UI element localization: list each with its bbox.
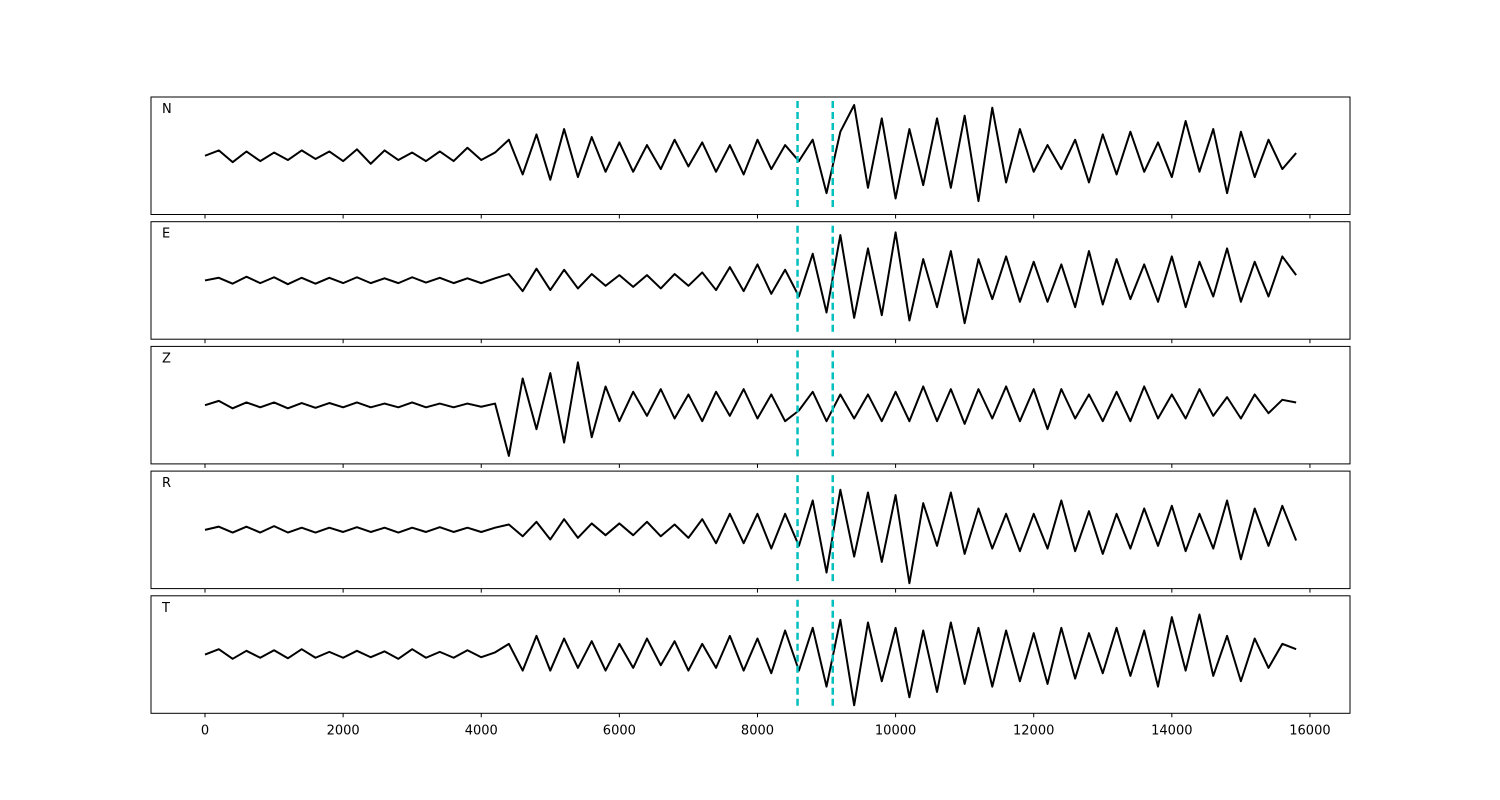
waveform bbox=[204, 488, 1298, 585]
panel-label: E bbox=[162, 227, 170, 242]
x-tick-label: 10000 bbox=[875, 723, 916, 738]
waveform bbox=[204, 613, 1297, 707]
x-tick-label: 12000 bbox=[1013, 723, 1054, 738]
panel-frame bbox=[150, 345, 1351, 465]
panel-label: Z bbox=[162, 351, 171, 366]
x-tick-label: 8000 bbox=[741, 723, 774, 738]
panel-frame bbox=[150, 470, 1351, 590]
waveform bbox=[204, 231, 1297, 325]
x-tick-label: 14000 bbox=[1151, 723, 1192, 738]
waveform bbox=[204, 104, 1297, 203]
x-tick-label: 0 bbox=[201, 723, 209, 738]
panel-label: T bbox=[161, 601, 170, 616]
x-tick-label: 6000 bbox=[603, 723, 636, 738]
panel-frame bbox=[150, 595, 1351, 714]
x-tick-label: 16000 bbox=[1289, 723, 1330, 738]
panel-frame bbox=[150, 96, 1351, 215]
x-tick-label: 2000 bbox=[327, 723, 360, 738]
panel-frame bbox=[150, 221, 1351, 340]
panel-label: N bbox=[162, 102, 172, 117]
x-tick-label: 4000 bbox=[465, 723, 498, 738]
waveform bbox=[204, 361, 1297, 457]
panel-label: R bbox=[162, 476, 171, 491]
